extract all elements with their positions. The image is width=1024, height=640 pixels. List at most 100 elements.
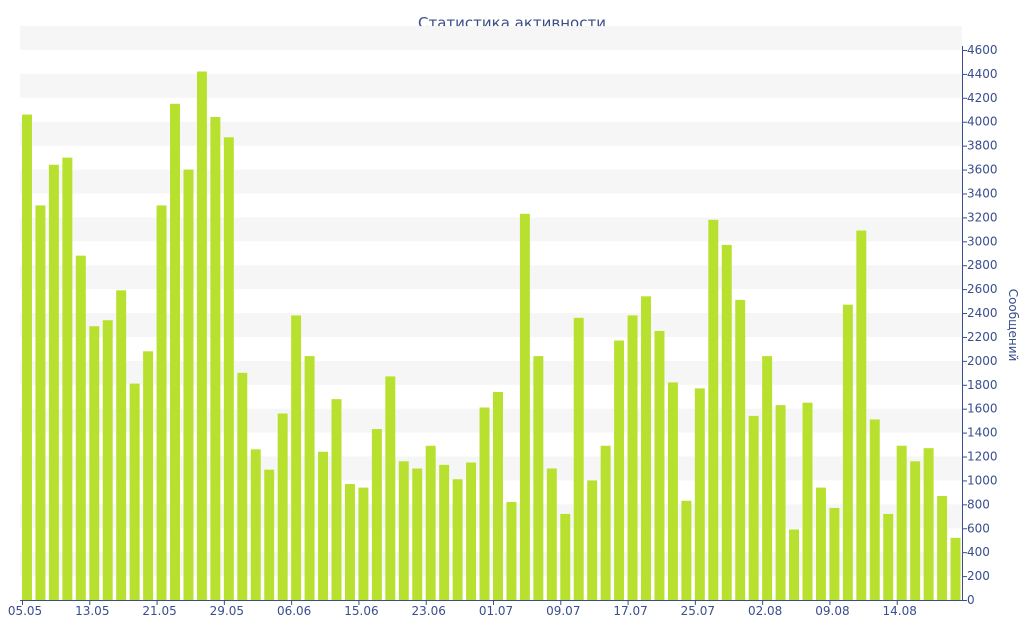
bar[interactable]	[304, 356, 315, 600]
bar[interactable]	[183, 169, 194, 600]
bar[interactable]	[223, 137, 234, 600]
x-tick-label: 25.07	[681, 604, 715, 618]
bar[interactable]	[627, 315, 638, 600]
bar[interactable]	[412, 468, 423, 600]
bar[interactable]	[762, 356, 773, 600]
bar[interactable]	[210, 116, 221, 601]
x-tick-label: 02.08	[748, 604, 782, 618]
bar[interactable]	[856, 230, 867, 601]
bar[interactable]	[775, 405, 786, 600]
y-tick-label: 3800	[967, 139, 998, 153]
bar[interactable]	[910, 461, 921, 600]
y-tick-label: 1600	[967, 402, 998, 416]
grid-band	[20, 73, 962, 98]
bar[interactable]	[681, 500, 692, 600]
axes	[20, 46, 963, 601]
y-tick-label: 1200	[967, 450, 998, 464]
x-tick-label: 05.05	[8, 604, 42, 618]
bar[interactable]	[237, 372, 248, 600]
bar[interactable]	[75, 255, 86, 600]
y-tick-label: 2400	[967, 306, 998, 320]
grid-band	[20, 121, 962, 146]
bar[interactable]	[264, 469, 275, 600]
bar[interactable]	[22, 114, 32, 600]
bar[interactable]	[331, 399, 342, 600]
bar[interactable]	[62, 157, 73, 601]
bar[interactable]	[156, 205, 167, 600]
y-tick-label: 4000	[967, 115, 998, 129]
y-tick-label: 2600	[967, 282, 998, 296]
y-tick-label: 2000	[967, 354, 998, 368]
bar[interactable]	[600, 445, 611, 600]
bar[interactable]	[842, 304, 853, 600]
x-tick-label: 17.07	[613, 604, 647, 618]
bar[interactable]	[452, 479, 463, 600]
bar[interactable]	[318, 451, 329, 600]
x-tick-label: 09.07	[546, 604, 580, 618]
bar[interactable]	[654, 330, 665, 600]
y-tick-label: 1000	[967, 473, 998, 487]
bar[interactable]	[102, 320, 113, 600]
bar[interactable]	[708, 219, 719, 600]
x-tick-label: 09.08	[815, 604, 849, 618]
bar[interactable]	[802, 402, 813, 600]
bar[interactable]	[277, 413, 288, 600]
bar[interactable]	[170, 103, 180, 601]
bar[interactable]	[815, 487, 826, 600]
bar[interactable]	[923, 448, 934, 600]
y-tick-label: 3000	[967, 234, 998, 248]
bar[interactable]	[560, 513, 571, 600]
bar[interactable]	[667, 382, 678, 600]
x-tick-label: 23.06	[412, 604, 446, 618]
bar[interactable]	[533, 356, 544, 600]
bar[interactable]	[479, 407, 490, 601]
bar[interactable]	[573, 317, 584, 600]
bar[interactable]	[493, 391, 503, 600]
bar[interactable]	[250, 449, 261, 600]
y-tick-label: 4400	[967, 67, 998, 81]
bar[interactable]	[694, 388, 705, 600]
bar[interactable]	[385, 376, 396, 600]
bar[interactable]	[344, 484, 355, 600]
bar[interactable]	[950, 537, 961, 600]
bar[interactable]	[196, 71, 207, 600]
y-tick-label: 200	[967, 569, 990, 583]
y-tick-label: 1400	[967, 426, 998, 440]
bar[interactable]	[789, 529, 800, 600]
bar[interactable]	[358, 487, 369, 600]
bar[interactable]	[896, 445, 907, 600]
y-tick-label: 3200	[967, 210, 998, 224]
x-tick-label: 21.05	[142, 604, 176, 618]
bar[interactable]	[883, 513, 894, 600]
bar[interactable]	[129, 383, 140, 600]
bar[interactable]	[466, 462, 477, 601]
y-tick-label: 2200	[967, 330, 998, 344]
bar[interactable]	[829, 507, 840, 600]
bar[interactable]	[48, 164, 59, 600]
bar[interactable]	[546, 468, 557, 600]
bar[interactable]	[519, 213, 530, 601]
bar[interactable]	[721, 244, 732, 600]
bar[interactable]	[937, 495, 948, 600]
bar[interactable]	[587, 480, 598, 600]
bar[interactable]	[371, 429, 382, 600]
bar[interactable]	[35, 205, 46, 600]
y-tick-label: 3600	[967, 163, 998, 177]
bar[interactable]	[614, 340, 625, 600]
y-tick-label: 1800	[967, 378, 998, 392]
bar[interactable]	[439, 464, 450, 600]
bar[interactable]	[641, 296, 651, 600]
bar[interactable]	[425, 445, 436, 600]
bar[interactable]	[398, 461, 409, 600]
y-tick-label: 4200	[967, 91, 998, 105]
bar[interactable]	[89, 326, 100, 600]
bar[interactable]	[143, 351, 154, 600]
bar[interactable]	[735, 299, 746, 600]
y-tick-label: 4600	[967, 43, 998, 57]
bar[interactable]	[869, 419, 880, 600]
bar[interactable]	[506, 501, 517, 600]
bar[interactable]	[116, 290, 127, 600]
bar[interactable]	[291, 315, 302, 600]
bar[interactable]	[748, 415, 759, 600]
x-tick-label: 06.06	[277, 604, 311, 618]
